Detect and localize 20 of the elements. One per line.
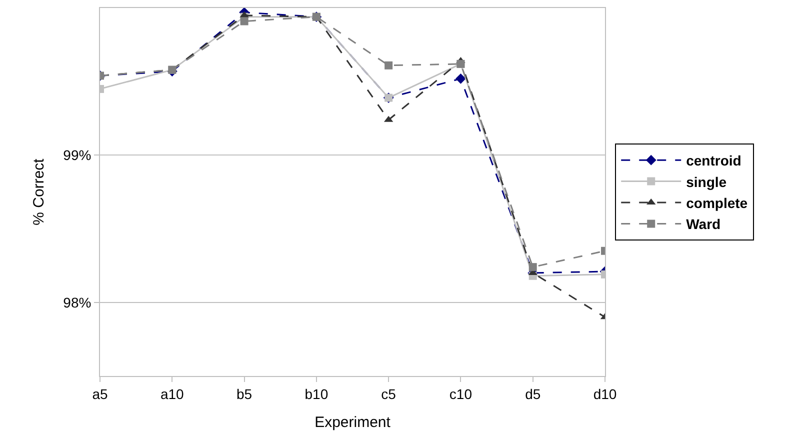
- x-tick-label: c10: [449, 386, 472, 402]
- point: [384, 61, 393, 70]
- legend-label: centroid: [686, 152, 742, 169]
- x-tick-label: a10: [160, 386, 184, 402]
- x-tick-label: b5: [236, 386, 252, 402]
- x-axis-title: Experiment: [314, 414, 392, 431]
- y-axis-title: % Correct: [30, 158, 48, 226]
- legend-label: single: [686, 174, 727, 190]
- y-tick-label: 98%: [63, 294, 92, 310]
- point: [240, 17, 248, 26]
- x-tick-label: c5: [381, 386, 396, 402]
- x-tick-label: d10: [593, 386, 617, 402]
- legend-label: Ward: [686, 216, 721, 232]
- point: [528, 263, 537, 272]
- point: [456, 73, 466, 84]
- y-tick-label: 99%: [63, 147, 92, 164]
- x-tick-label: a5: [92, 386, 108, 402]
- legend-label: complete: [686, 194, 748, 211]
- x-tick-label: d5: [525, 386, 541, 402]
- x-tick-label: b10: [304, 386, 328, 402]
